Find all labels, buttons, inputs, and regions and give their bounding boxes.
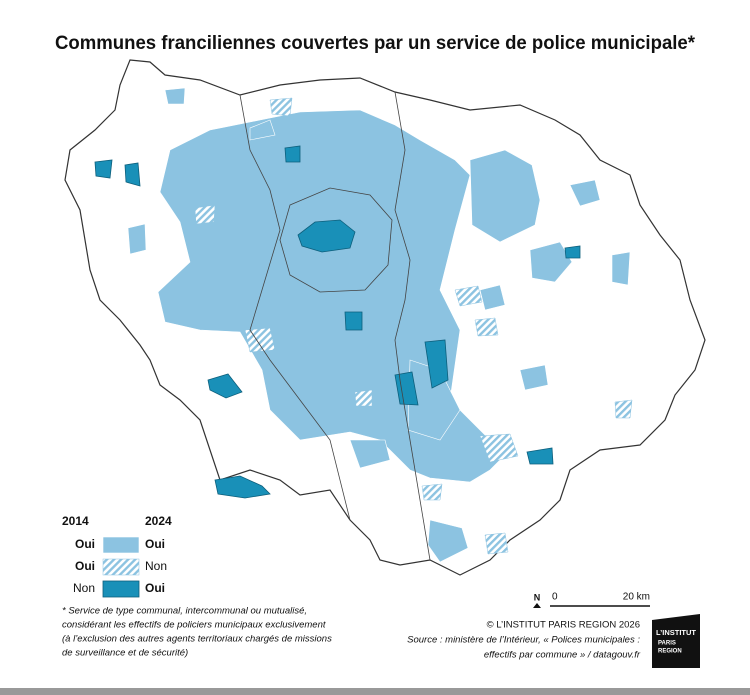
legend-swatch	[102, 558, 140, 576]
scale-bar: N 0 20 km	[533, 592, 650, 608]
covered-area	[249, 119, 276, 141]
covered-area	[519, 364, 549, 391]
lost-coverage	[421, 483, 443, 501]
footnote-line: * Service de type communal, intercommuna…	[62, 606, 307, 617]
covered-new	[344, 311, 363, 331]
footnote: * Service de type communal, intercommuna…	[62, 606, 332, 659]
department-border	[279, 187, 393, 293]
legend-swatch	[102, 536, 140, 554]
lost-coverage	[354, 389, 373, 407]
covered-new	[214, 475, 271, 499]
legend-label: Non	[145, 559, 167, 573]
covered-new	[564, 245, 581, 259]
source-line: effectifs par commune » / datagouv.fr	[484, 650, 641, 661]
lost-coverage	[194, 204, 216, 225]
covered-area	[164, 87, 186, 105]
lost-coverage	[479, 433, 519, 463]
covered-new	[424, 339, 449, 389]
covered-area	[127, 223, 147, 255]
covered-new	[394, 371, 419, 406]
legend-swatch	[102, 580, 140, 598]
footnote-line: (à l’exclusion des autres agents territo…	[62, 634, 332, 645]
covered-new	[207, 373, 243, 399]
covered-new	[124, 162, 141, 187]
covered-new	[284, 145, 301, 163]
logo-text: REGION	[658, 649, 682, 655]
covered-new	[94, 159, 113, 179]
covered-area	[569, 179, 601, 207]
logo-text: L’INSTITUT	[656, 628, 696, 637]
title: Communes franciliennes couvertes par un …	[55, 33, 696, 54]
covered-area	[479, 284, 506, 311]
lost-coverage	[454, 285, 483, 307]
scale-end: 20 km	[623, 592, 650, 603]
department-border	[394, 91, 431, 561]
north-label: N	[534, 592, 541, 602]
covered-area	[611, 251, 631, 286]
covered-area	[427, 519, 469, 563]
scale-start: 0	[552, 592, 558, 603]
map	[64, 59, 706, 576]
lost-coverage	[269, 97, 293, 117]
covered-new	[297, 219, 356, 253]
legend-label: Oui	[75, 559, 95, 573]
covered-area	[469, 149, 541, 243]
lost-coverage	[244, 327, 276, 353]
covered-new	[526, 447, 554, 465]
logo-text: PARIS	[658, 641, 676, 647]
covered-area	[349, 439, 391, 469]
lost-coverage	[484, 532, 509, 555]
footnote-line: de surveillance et de sécurité)	[62, 648, 188, 659]
legend-label: Oui	[145, 581, 165, 595]
credit: © L’INSTITUT PARIS REGION 2026	[487, 620, 640, 631]
logo-box	[652, 614, 700, 668]
footnote-line: considérant les effectifs de policiers m…	[62, 620, 326, 631]
legend-label: Oui	[145, 537, 165, 551]
credits: © L’INSTITUT PARIS REGION 2026 Source : …	[407, 620, 641, 661]
source-line: Source : ministère de l’Intérieur, « Pol…	[407, 635, 640, 646]
logo: L’INSTITUT PARIS REGION	[652, 614, 700, 668]
north-arrow	[533, 603, 541, 608]
department-border	[239, 94, 351, 521]
lost-coverage	[614, 399, 633, 419]
lost-coverage	[474, 317, 499, 337]
footer-bar	[0, 688, 750, 695]
legend-label: Non	[73, 581, 95, 595]
legend-header: 2014	[62, 514, 89, 528]
legend: 2014 2024 Oui Oui Oui Non Non Oui	[62, 514, 172, 598]
legend-header: 2024	[145, 514, 172, 528]
legend-label: Oui	[75, 537, 95, 551]
covered-area	[529, 241, 573, 283]
